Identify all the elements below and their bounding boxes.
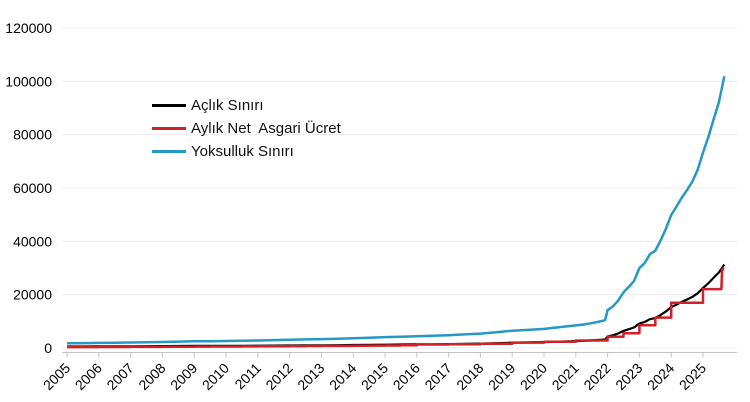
y-axis-tick-label: 100000	[5, 73, 52, 89]
x-axis-tick-label: 2023	[612, 360, 645, 393]
x-axis-tick-label: 2005	[40, 360, 73, 393]
y-axis-tick-label: 80000	[13, 127, 52, 143]
x-axis-tick-label: 2017	[421, 360, 454, 393]
x-axis-tick-label: 2012	[262, 360, 295, 393]
x-axis-tick-label: 2022	[580, 360, 613, 393]
x-axis-tick-label: 2008	[135, 360, 168, 393]
legend-item: Yoksulluk Sınırı	[152, 142, 341, 161]
legend-line-swatch	[152, 150, 186, 153]
y-axis-tick-label: 0	[44, 340, 52, 356]
series-line-ayl-k-net-asgari-cret	[67, 268, 725, 349]
y-axis-tick-label: 40000	[13, 233, 52, 249]
x-axis-tick-label: 2009	[167, 360, 200, 393]
legend-label: Yoksulluk Sınırı	[191, 143, 294, 160]
legend-label: Aylık Net Asgari Ücret	[191, 120, 341, 137]
x-axis-tick-label: 2021	[549, 360, 582, 393]
legend-line-swatch	[152, 127, 186, 130]
series-line-yoksulluk-s-n-r-	[67, 75, 726, 345]
x-axis-tick-label: 2006	[72, 360, 105, 393]
x-axis-tick-label: 2015	[358, 360, 391, 393]
x-axis-tick-label: 2019	[485, 360, 518, 393]
x-axis-tick-label: 2018	[453, 360, 486, 393]
y-axis-tick-label: 60000	[13, 180, 52, 196]
x-axis-tick-label: 2011	[231, 360, 264, 393]
x-axis-tick-label: 2025	[676, 360, 709, 393]
y-axis-tick-label: 120000	[5, 20, 52, 36]
x-axis-tick-label: 2007	[103, 360, 136, 393]
legend-line-swatch	[152, 104, 186, 107]
x-axis-tick-label: 2014	[326, 360, 359, 393]
legend: Açlık Sınırı Aylık Net Asgari Ücret Yoksul…	[152, 96, 341, 161]
x-axis-tick-label: 2024	[644, 360, 677, 393]
x-axis-tick-label: 2020	[517, 360, 550, 393]
y-axis-tick-label: 20000	[13, 287, 52, 303]
x-axis-tick-label: 2010	[199, 360, 232, 393]
x-axis-tick-label: 2013	[294, 360, 327, 393]
legend-item: Açlık Sınırı	[152, 96, 341, 115]
legend-item: Aylık Net Asgari Ücret	[152, 119, 341, 138]
x-axis-tick-label: 2016	[390, 360, 423, 393]
legend-label: Açlık Sınırı	[191, 97, 264, 114]
